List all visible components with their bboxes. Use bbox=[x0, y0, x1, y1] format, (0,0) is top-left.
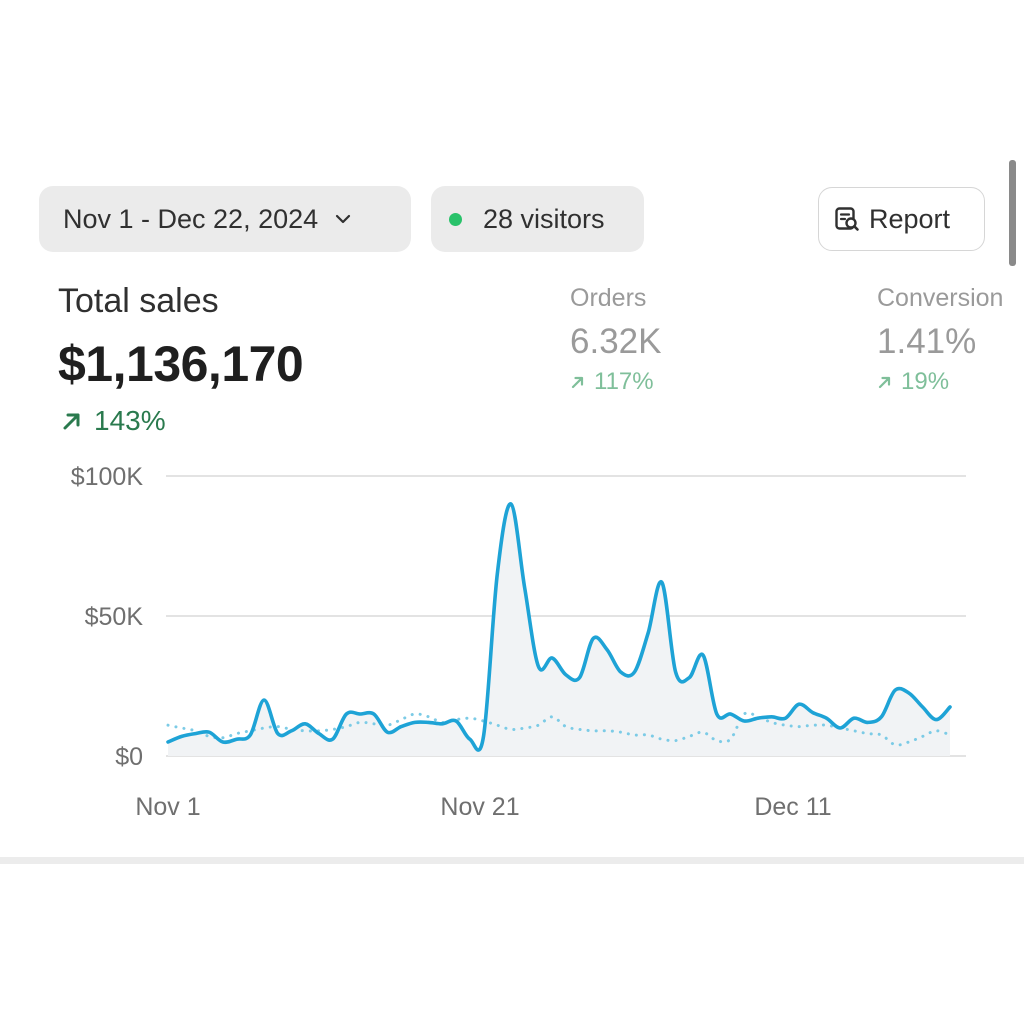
x-tick-label: Nov 1 bbox=[135, 793, 200, 821]
total-sales-value: $1,136,170 bbox=[58, 336, 304, 392]
total-sales-change-value: 143% bbox=[94, 405, 166, 436]
report-button[interactable]: Report bbox=[818, 187, 985, 251]
arrow-up-right-icon bbox=[878, 376, 891, 389]
date-range-picker[interactable]: Nov 1 - Dec 22, 2024 bbox=[39, 186, 411, 252]
y-tick-label: $100K bbox=[71, 463, 144, 491]
arrow-up-right-icon bbox=[63, 413, 80, 430]
scrollbar-thumb[interactable] bbox=[1009, 160, 1016, 266]
sales-overview-card: Nov 1 - Dec 22, 2024 28 visitors Report … bbox=[0, 160, 1024, 857]
visitors-label: 28 visitors bbox=[483, 203, 605, 234]
x-tick-label: Nov 21 bbox=[440, 793, 519, 821]
conversion-label: Conversion bbox=[877, 284, 1004, 312]
orders-label: Orders bbox=[570, 284, 647, 312]
date-range-label: Nov 1 - Dec 22, 2024 bbox=[63, 203, 319, 234]
arrow-up-right-icon bbox=[571, 376, 584, 389]
comparison-series-line bbox=[166, 711, 952, 747]
sales-series-line bbox=[166, 502, 952, 752]
total-sales-change: 143% bbox=[60, 405, 166, 437]
orders-metric[interactable]: Orders 6.32K 117% bbox=[570, 284, 661, 396]
conversion-change-value: 19% bbox=[901, 368, 950, 395]
conversion-change: 19% bbox=[877, 368, 1003, 396]
orders-change-value: 117% bbox=[594, 368, 654, 395]
live-visitors-badge[interactable]: 28 visitors bbox=[431, 186, 644, 252]
sales-line-chart: $100K $50K $0 Nov 1 Nov 21 Dec 11 bbox=[71, 463, 966, 821]
y-tick-label: $0 bbox=[115, 743, 143, 771]
orders-change: 117% bbox=[570, 368, 661, 396]
conversion-value: 1.41% bbox=[877, 322, 977, 361]
report-search-icon bbox=[835, 207, 859, 231]
section-divider bbox=[0, 857, 1024, 864]
chevron-down-icon bbox=[336, 214, 351, 224]
conversion-metric[interactable]: Conversion 1.41% 19% bbox=[877, 284, 1003, 396]
sales-area-fill bbox=[168, 503, 950, 756]
total-sales-label: Total sales bbox=[58, 282, 219, 320]
y-tick-label: $50K bbox=[85, 603, 144, 631]
x-tick-label: Dec 11 bbox=[754, 793, 831, 821]
report-label: Report bbox=[869, 203, 951, 234]
live-status-dot bbox=[449, 212, 462, 226]
orders-value: 6.32K bbox=[570, 322, 662, 361]
